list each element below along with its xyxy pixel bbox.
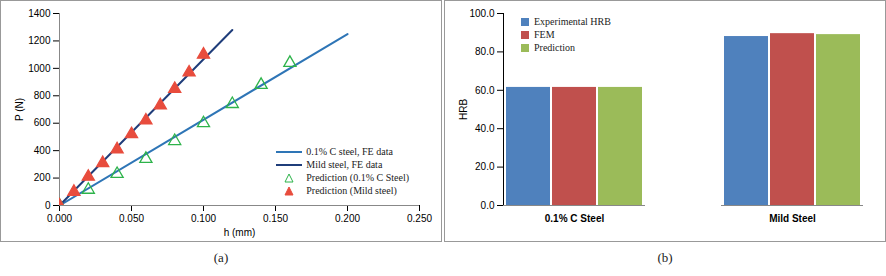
html-text:0.1% C steel, FE data: 0.1% C steel, FE data [306, 146, 393, 157]
svg-text:200: 200 [34, 172, 51, 183]
html-text:Mild steel, FE data: Mild steel, FE data [306, 159, 383, 170]
svg-text:0.150: 0.150 [263, 213, 288, 224]
html-text:(b): (b) [657, 250, 673, 265]
svg-text:0.0: 0.0 [481, 200, 495, 211]
svg-text:40.0: 40.0 [475, 123, 495, 134]
html-text:(a): (a) [213, 250, 229, 265]
svg-text:0.250: 0.250 [407, 213, 432, 224]
html-text:FEM: FEM [534, 29, 555, 40]
svg-text:20.0: 20.0 [475, 161, 495, 172]
svg-text:60.0: 60.0 [475, 85, 495, 96]
svg-text:0.1% C Steel: 0.1% C Steel [545, 213, 605, 224]
svg-text:80.0: 80.0 [475, 46, 495, 57]
svg-text:400: 400 [34, 145, 51, 156]
html-text:Prediction (Mild steel): Prediction (Mild steel) [306, 185, 397, 196]
svg-text:0: 0 [45, 200, 51, 211]
svg-text:0.050: 0.050 [119, 213, 144, 224]
svg-text:1000: 1000 [28, 63, 51, 74]
svg-text:800: 800 [34, 90, 51, 101]
html-text:Prediction: Prediction [534, 42, 576, 53]
svg-text:Mild Steel: Mild Steel [769, 213, 816, 224]
svg-text:1400: 1400 [28, 8, 51, 19]
svg-text:P (N): P (N) [14, 98, 25, 121]
svg-text:600: 600 [34, 117, 51, 128]
svg-text:0.000: 0.000 [47, 213, 72, 224]
svg-text:HRB: HRB [458, 99, 469, 120]
svg-text:100.0: 100.0 [469, 8, 494, 19]
svg-text:0.200: 0.200 [335, 213, 360, 224]
svg-text:1200: 1200 [28, 35, 51, 46]
svg-text:0.100: 0.100 [191, 213, 216, 224]
html-text:Prediction (0.1% C Steel): Prediction (0.1% C Steel) [306, 172, 409, 183]
svg-text:h (mm): h (mm) [224, 227, 256, 238]
html-text:Experimental HRB: Experimental HRB [534, 16, 611, 27]
